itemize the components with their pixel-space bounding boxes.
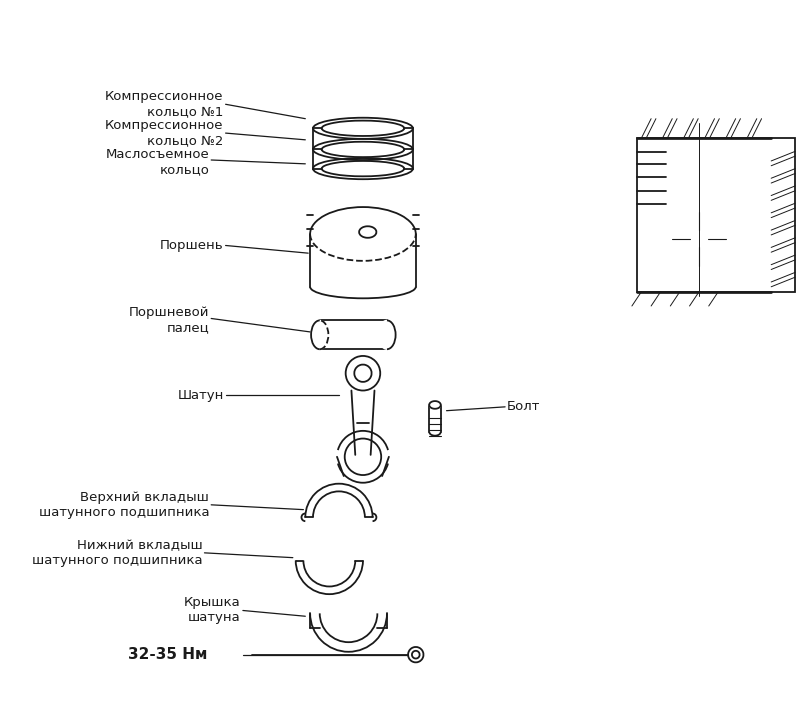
Ellipse shape <box>311 320 328 350</box>
Text: Поршневой
палец: Поршневой палец <box>129 306 210 335</box>
Text: Маслосъемное
кольцо: Маслосъемное кольцо <box>106 148 210 176</box>
Text: Поршень: Поршень <box>160 239 224 252</box>
Text: 32-35 Нм: 32-35 Нм <box>128 647 207 662</box>
Ellipse shape <box>378 320 396 350</box>
Text: Компрессионное
кольцо №1: Компрессионное кольцо №1 <box>105 90 224 118</box>
Text: Нижний вкладыш
шатунного подшипника: Нижний вкладыш шатунного подшипника <box>32 539 202 567</box>
Ellipse shape <box>430 401 441 409</box>
Text: Шатун: Шатун <box>178 389 224 402</box>
Text: Компрессионное
кольцо №2: Компрессионное кольцо №2 <box>105 119 224 147</box>
FancyBboxPatch shape <box>637 138 795 291</box>
Text: Болт: Болт <box>507 401 541 413</box>
Text: Верхний вкладыш
шатунного подшипника: Верхний вкладыш шатунного подшипника <box>38 491 210 519</box>
Text: Крышка
шатуна: Крышка шатуна <box>184 596 241 625</box>
